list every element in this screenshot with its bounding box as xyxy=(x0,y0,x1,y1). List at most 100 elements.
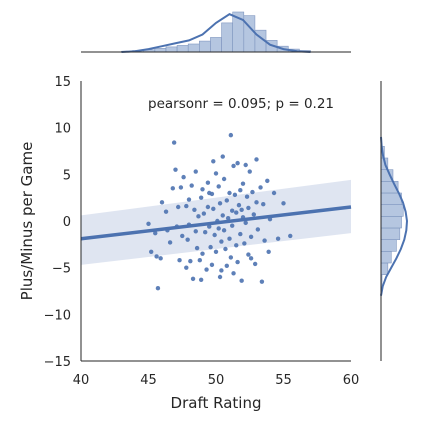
scatter-point xyxy=(155,286,161,291)
scatter-point xyxy=(223,246,228,252)
scatter-point xyxy=(219,239,224,244)
scatter-point xyxy=(259,279,265,284)
scatter-point xyxy=(244,194,250,199)
y-tick-label: 0 xyxy=(63,215,71,230)
scatter-point xyxy=(217,201,223,206)
scatter-point xyxy=(221,176,227,182)
scatter-point xyxy=(185,237,190,242)
scatter-point xyxy=(236,202,242,208)
scatter-point xyxy=(180,233,185,239)
scatter-point xyxy=(228,255,234,260)
scatter-point xyxy=(227,236,232,241)
top-hist-bar xyxy=(176,45,189,53)
x-tick-label: 50 xyxy=(208,373,225,388)
scatter-point xyxy=(177,258,182,263)
scatter-point xyxy=(230,223,235,228)
scatter-point xyxy=(184,203,189,209)
scatter-point xyxy=(258,185,263,190)
x-tick-label: 45 xyxy=(140,373,157,388)
y-axis-label: Plus/Minus per Game xyxy=(18,142,36,301)
scatter-point xyxy=(208,244,213,250)
y-tick-label: 15 xyxy=(54,75,71,90)
scatter-point xyxy=(262,238,267,243)
scatter-point xyxy=(231,163,236,169)
scatter-point xyxy=(181,174,186,180)
scatter-point xyxy=(163,209,169,214)
scatter-point xyxy=(159,200,165,205)
right-hist-bar xyxy=(380,239,397,252)
top-hist-bar xyxy=(210,37,222,53)
scatter-point xyxy=(248,256,254,261)
y-tick-label: −15 xyxy=(44,355,71,370)
top-hist-bar xyxy=(165,46,178,53)
scatter-point xyxy=(216,226,221,231)
y-tick-label: 10 xyxy=(54,122,71,137)
scatter-point xyxy=(234,243,239,248)
scatter-point xyxy=(221,228,227,233)
scatter-point xyxy=(205,180,211,185)
y-tick-label: 5 xyxy=(63,168,71,183)
scatter-point xyxy=(186,197,192,202)
top-hist-bar xyxy=(187,43,200,53)
scatter-point xyxy=(184,265,189,270)
scatter-point xyxy=(248,234,254,240)
scatter-point xyxy=(240,181,246,186)
y-tick-label: −10 xyxy=(44,308,71,323)
scatter-point xyxy=(213,249,219,254)
scatter-point xyxy=(212,232,217,238)
scatter-point xyxy=(224,263,229,268)
scatter-point xyxy=(225,216,231,221)
scatter-point xyxy=(230,208,235,213)
scatter-point xyxy=(254,157,259,162)
right-hist-bar xyxy=(380,204,404,217)
scatter-point xyxy=(242,241,247,246)
x-tick-label: 55 xyxy=(275,373,292,388)
scatter-point xyxy=(213,171,219,176)
scatter-point xyxy=(192,207,197,212)
right-hist-bar xyxy=(380,227,401,240)
scatter-point xyxy=(189,183,194,188)
scatter-point xyxy=(158,256,163,261)
scatter-point xyxy=(252,261,258,267)
scatter-point xyxy=(228,132,234,138)
scatter-point xyxy=(265,178,270,184)
scatter-point xyxy=(231,271,236,276)
right-marginal-kde xyxy=(380,136,409,296)
scatter-point xyxy=(146,221,151,226)
scatter-point xyxy=(205,204,211,210)
scatter-point xyxy=(232,192,238,198)
scatter-point xyxy=(154,254,159,259)
scatter-point xyxy=(235,160,240,166)
scatter-point xyxy=(176,204,181,210)
scatter-point xyxy=(266,249,271,254)
top-hist-bar xyxy=(154,48,167,53)
regression-line xyxy=(80,205,352,241)
scatter-point xyxy=(224,198,229,203)
scatter-point xyxy=(216,184,221,189)
top-marginal xyxy=(81,11,351,53)
scatter-point xyxy=(200,187,205,192)
scatter-point xyxy=(203,230,208,235)
scatter-point xyxy=(261,202,266,207)
scatter-point xyxy=(220,154,225,159)
top-hist-bar xyxy=(243,15,256,53)
scatter-point xyxy=(239,207,244,212)
scatter-point xyxy=(149,249,154,254)
scatter-point xyxy=(211,159,216,164)
scatter-point xyxy=(200,251,205,256)
x-axis-label: Draft Rating xyxy=(171,394,262,412)
scatter-point xyxy=(239,278,244,283)
scatter-point xyxy=(201,211,207,216)
right-hist-bar xyxy=(380,251,392,264)
scatter-point xyxy=(243,220,248,226)
scatter-point xyxy=(288,233,293,239)
scatter-point xyxy=(227,190,232,196)
scatter-point xyxy=(204,267,209,272)
y-tick-label: −5 xyxy=(52,262,71,277)
scatter-point xyxy=(217,274,223,280)
scatter-point xyxy=(194,245,200,251)
scatter-point xyxy=(193,169,198,174)
scatter-point xyxy=(238,188,243,193)
top-hist-bar xyxy=(199,40,211,53)
scatter-point xyxy=(188,258,193,264)
